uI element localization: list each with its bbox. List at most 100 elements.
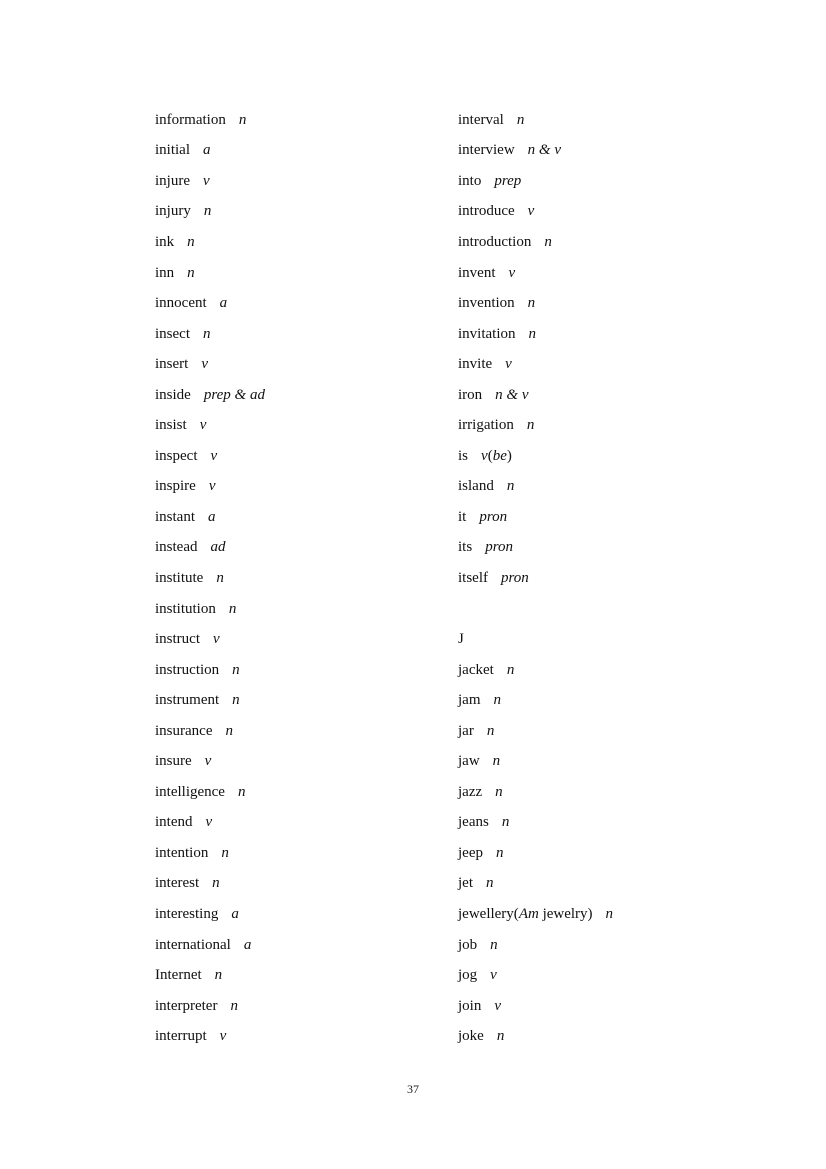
word-text: innocent (155, 295, 207, 312)
word-text: institute (155, 569, 204, 586)
word-text: its (458, 539, 473, 556)
part-of-speech-label: n (516, 111, 525, 128)
part-of-speech-label: n (237, 783, 246, 800)
text-segment: v (481, 447, 488, 464)
part-of-speech-label: v (204, 753, 212, 770)
word-entry: instruction n (155, 655, 265, 686)
word-entry: instant a (155, 502, 265, 533)
part-of-speech-label: n (216, 569, 224, 586)
blank-row (458, 594, 613, 625)
word-entry: intend v (155, 808, 265, 839)
word-text: intend (155, 814, 193, 831)
word-entry: jog v (458, 960, 613, 991)
word-text: jet (458, 875, 473, 892)
word-text: island (458, 478, 494, 495)
word-text: join (458, 997, 482, 1014)
part-of-speech-label: n (203, 203, 212, 220)
word-text: instruct (155, 631, 200, 648)
word-entry: jewellery(Am jewelry) n (458, 899, 613, 930)
word-entry: invent v (458, 258, 613, 289)
word-text: insurance (155, 722, 213, 739)
part-of-speech-label: a (243, 936, 252, 953)
word-text: interrupt (155, 1028, 207, 1045)
word-entry: insert v (155, 349, 265, 380)
word-text: information (155, 111, 226, 128)
word-text: ink (155, 233, 175, 250)
text-segment: Am (518, 905, 539, 922)
word-entry: institute n (155, 563, 265, 594)
word-entry: join v (458, 991, 613, 1022)
part-of-speech-label: n (495, 783, 503, 800)
word-entry: jaw n (458, 746, 613, 777)
word-entry: its pron (458, 533, 613, 564)
word-text: instruction (155, 661, 220, 678)
word-entry: jeans n (458, 808, 613, 839)
text-segment: jewelry) (538, 905, 593, 922)
part-of-speech-label: v (210, 447, 218, 464)
word-entry: jam n (458, 685, 613, 716)
word-text: instant (155, 508, 195, 525)
part-of-speech-label: v (201, 356, 208, 373)
part-of-speech-label: n (187, 233, 195, 250)
word-text: jeep (458, 844, 483, 861)
word-text: insist (155, 417, 187, 434)
word-entry: instruct v (155, 624, 265, 655)
word-entry: inn n (155, 258, 265, 289)
part-of-speech-label: n (496, 1028, 505, 1045)
word-text: insert (155, 356, 189, 373)
part-of-speech-label: v (494, 997, 502, 1014)
word-text: it (458, 508, 467, 525)
part-of-speech-label: v (213, 631, 220, 648)
part-of-speech-label: pron (485, 539, 513, 556)
part-of-speech-label: v (508, 264, 516, 281)
part-of-speech-label: n & v (495, 386, 529, 403)
text-segment: ) (506, 447, 512, 464)
part-of-speech-label: n (544, 233, 552, 250)
part-of-speech-label: v (199, 417, 207, 434)
part-of-speech-label: v(be) (481, 448, 512, 465)
part-of-speech-label: n (490, 936, 498, 953)
part-of-speech-label: n (501, 814, 510, 831)
word-text: introduce (458, 203, 515, 220)
word-entry: instrument n (155, 685, 265, 716)
word-text: joke (458, 1028, 484, 1045)
word-text: inn (155, 264, 175, 281)
text-segment: be (492, 447, 507, 464)
part-of-speech-label: n & v (527, 142, 561, 159)
word-text: inspect (155, 447, 198, 464)
word-text: jam (458, 692, 481, 709)
section-letter-heading: J (458, 624, 613, 655)
word-text: jaw (458, 753, 480, 770)
word-entry: joke n (458, 1021, 613, 1052)
word-entry: jazz n (458, 777, 613, 808)
part-of-speech-label: pron (479, 508, 508, 525)
word-entry: island n (458, 472, 613, 503)
word-entry: intelligence n (155, 777, 265, 808)
word-entry: interrupt v (155, 1021, 265, 1052)
part-of-speech-label: n (187, 264, 195, 281)
word-entry: invitation n (458, 319, 613, 350)
word-list-column-right: interval n interview n & v into prep introduce… (458, 105, 613, 1052)
word-text: intelligence (155, 783, 225, 800)
word-text: intention (155, 844, 209, 861)
word-text: interview (458, 142, 515, 159)
part-of-speech-label: a (203, 142, 211, 159)
part-of-speech-label: n (605, 905, 614, 922)
word-entry: introduce v (458, 197, 613, 228)
word-entry: iron n & v (458, 380, 613, 411)
part-of-speech-label: n (495, 844, 504, 861)
word-entry: ink n (155, 227, 265, 258)
word-text: iron (458, 386, 483, 403)
word-entry: jacket n (458, 655, 613, 686)
word-entry: insist v (155, 410, 265, 441)
word-entry: international a (155, 930, 265, 961)
part-of-speech-label: n (203, 325, 211, 342)
word-text: insure (155, 753, 192, 770)
word-text: invent (458, 264, 496, 281)
word-text: invite (458, 356, 493, 373)
part-of-speech-label: n (230, 997, 238, 1014)
word-text: injury (155, 203, 191, 220)
part-of-speech-label: n (486, 722, 495, 739)
word-entry: Internet n (155, 960, 265, 991)
